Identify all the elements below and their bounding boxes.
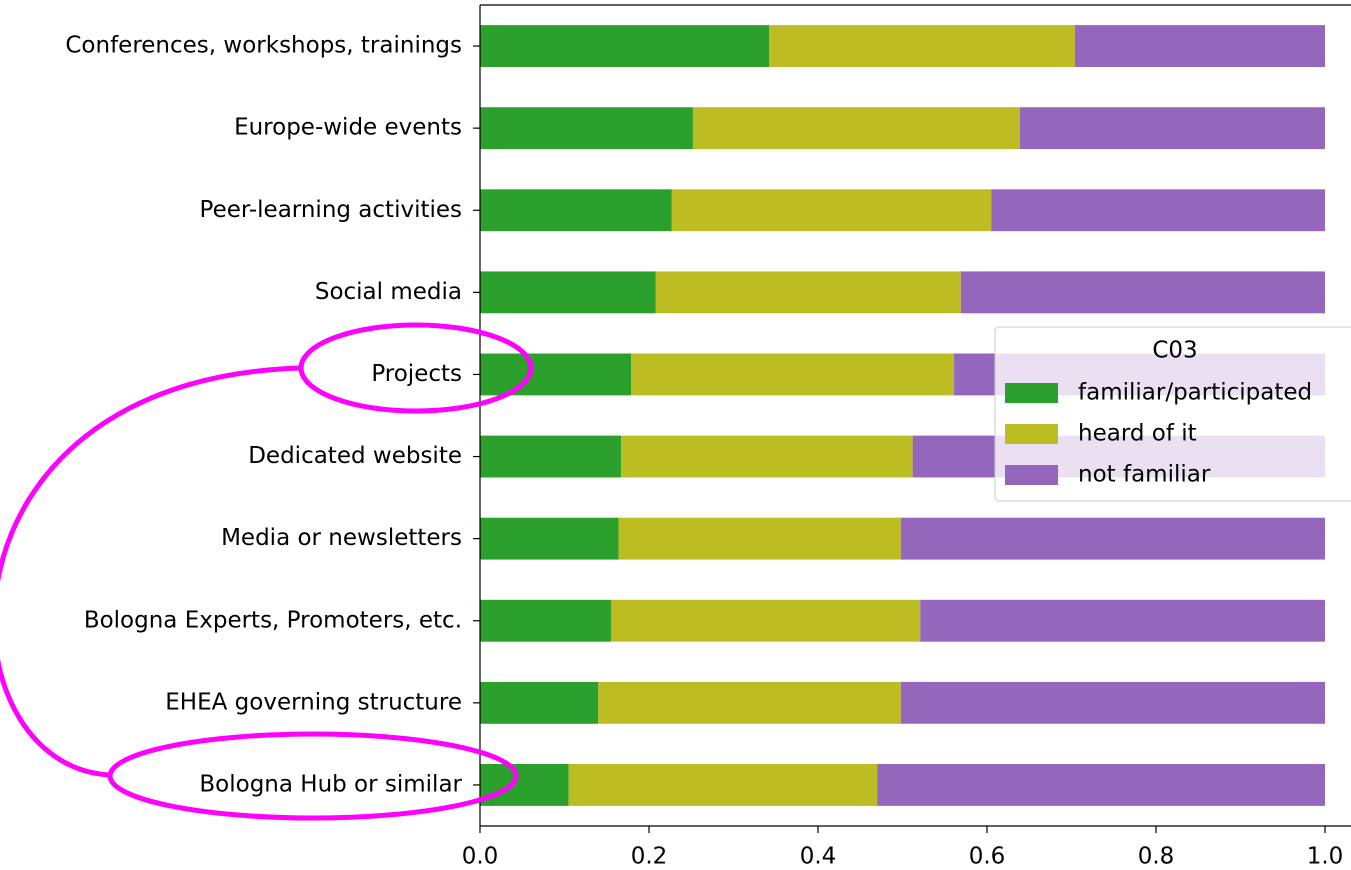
annotation bbox=[0, 322, 534, 821]
y-tick-label: Dedicated website bbox=[248, 443, 462, 469]
bar-segment bbox=[610, 599, 921, 642]
plot-area bbox=[480, 25, 1325, 806]
y-tick-label: Media or newsletters bbox=[221, 525, 462, 551]
bar-segment bbox=[480, 107, 693, 150]
bar-segment bbox=[568, 764, 878, 806]
y-tick-label: Europe-wide events bbox=[234, 115, 462, 141]
x-tick-label: 0.6 bbox=[969, 844, 1006, 870]
bar-segment bbox=[480, 599, 611, 642]
bar-segment bbox=[480, 517, 619, 560]
bar-segment bbox=[621, 435, 913, 478]
bar-segment bbox=[1019, 107, 1325, 150]
bar-segment bbox=[655, 271, 961, 314]
bar-segment bbox=[480, 764, 569, 806]
bar-segment bbox=[877, 764, 1325, 806]
legend-box bbox=[994, 326, 1351, 502]
bar-segment bbox=[671, 189, 992, 232]
highlight-ellipse bbox=[298, 322, 534, 414]
bar-segment bbox=[480, 435, 622, 478]
bar-segment bbox=[631, 353, 955, 396]
x-tick-label: 0.8 bbox=[1138, 844, 1175, 870]
bar-segment bbox=[768, 25, 1075, 67]
legend-label: familiar/participated bbox=[1078, 380, 1312, 406]
bar-segment bbox=[480, 271, 656, 314]
x-tick-label: 1.0 bbox=[1307, 844, 1344, 870]
legend: C03 familiar/participated heard of it not … bbox=[994, 326, 1351, 502]
legend-swatch bbox=[1005, 465, 1058, 485]
bar-segment bbox=[920, 599, 1325, 642]
y-tick-label: Peer-learning activities bbox=[200, 197, 462, 223]
x-tick-label: 0.4 bbox=[800, 844, 837, 870]
legend-label: not familiar bbox=[1078, 462, 1211, 488]
bar-segment bbox=[960, 271, 1325, 314]
bar-segment bbox=[900, 681, 1325, 724]
bar-segment bbox=[991, 189, 1325, 232]
y-tick-label: Social media bbox=[315, 279, 462, 305]
bar-segment bbox=[692, 107, 1020, 150]
y-tick-label: Conferences, workshops, trainings bbox=[65, 33, 462, 59]
x-tick-label: 0.0 bbox=[462, 844, 499, 870]
connector-curve bbox=[0, 365, 301, 778]
legend-swatch bbox=[1005, 383, 1058, 403]
bar-segment bbox=[1074, 25, 1325, 67]
bar-segment bbox=[480, 25, 769, 67]
bar-segment bbox=[480, 353, 632, 396]
bar-segment bbox=[598, 681, 901, 724]
legend-title: C03 bbox=[1152, 338, 1197, 364]
legend-swatch bbox=[1005, 424, 1058, 444]
bar-segment bbox=[480, 681, 599, 724]
bar-segment bbox=[900, 517, 1325, 560]
y-tick-label: Bologna Experts, Promoters, etc. bbox=[84, 607, 462, 633]
y-tick-label: Bologna Hub or similar bbox=[199, 771, 462, 797]
x-tick-label: 0.2 bbox=[631, 844, 668, 870]
bar-segment bbox=[618, 517, 901, 560]
legend-label: heard of it bbox=[1078, 421, 1197, 447]
y-tick-label: EHEA governing structure bbox=[165, 689, 462, 715]
y-tick-label: Projects bbox=[371, 361, 462, 387]
bar-segment bbox=[480, 189, 672, 232]
